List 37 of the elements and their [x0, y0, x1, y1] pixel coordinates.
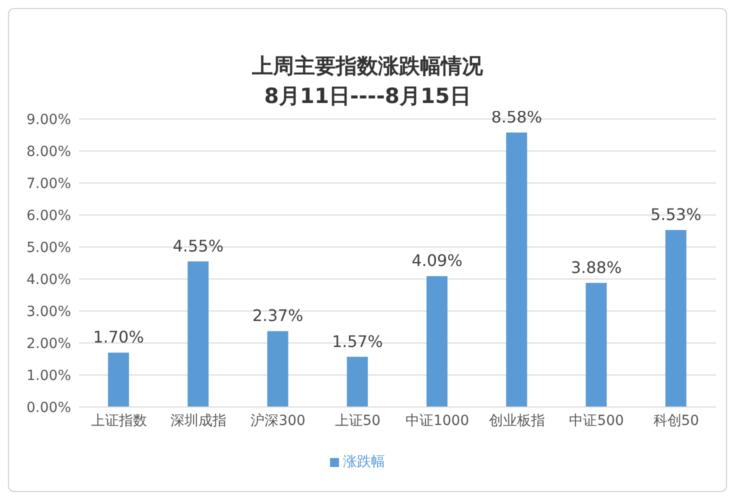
- data-label: 3.88%: [570, 258, 622, 277]
- bar: [108, 352, 129, 407]
- y-tick-label: 3.00%: [26, 304, 71, 320]
- data-label: 2.37%: [252, 306, 304, 326]
- y-tick-label: 2.00%: [26, 336, 71, 352]
- x-tick-label: 深圳成指: [170, 412, 226, 429]
- x-tick-label: 中证1000: [405, 412, 470, 429]
- x-tick-label: 创业板指: [488, 412, 545, 429]
- bar: [188, 261, 209, 407]
- x-tick-label: 沪深300: [250, 412, 306, 429]
- y-tick-label: 7.00%: [26, 176, 71, 192]
- x-tick-label: 中证500: [569, 412, 624, 429]
- y-tick-label: 5.00%: [26, 240, 71, 256]
- bar: [346, 356, 368, 407]
- chart-subtitle: 8月11日----8月15日: [264, 84, 471, 108]
- data-label: 1.57%: [332, 332, 383, 351]
- bar: [267, 331, 288, 407]
- y-tick-label: 9.00%: [26, 112, 71, 128]
- x-tick-label: 上证50: [334, 412, 381, 429]
- y-tick-label: 0.00%: [26, 400, 71, 416]
- bar: [586, 282, 607, 407]
- y-tick-label: 4.00%: [26, 272, 71, 288]
- y-tick-label: 8.00%: [26, 144, 71, 160]
- y-tick-label: 6.00%: [26, 208, 71, 224]
- chart-title: 上周主要指数涨跌幅情况: [251, 53, 484, 80]
- bar: [426, 276, 448, 407]
- y-tick-label: 1.00%: [26, 368, 71, 384]
- data-label: 5.53%: [650, 205, 702, 224]
- legend-label: 涨跌幅: [343, 454, 385, 470]
- data-label: 8.58%: [491, 107, 542, 126]
- data-label: 1.70%: [93, 328, 144, 347]
- x-tick-label: 上证指数: [90, 412, 147, 429]
- data-label: 4.09%: [412, 251, 462, 270]
- bar: [665, 230, 686, 407]
- bar: [506, 132, 528, 407]
- x-tick-label: 科创50: [653, 412, 700, 429]
- data-label: 4.55%: [172, 236, 224, 256]
